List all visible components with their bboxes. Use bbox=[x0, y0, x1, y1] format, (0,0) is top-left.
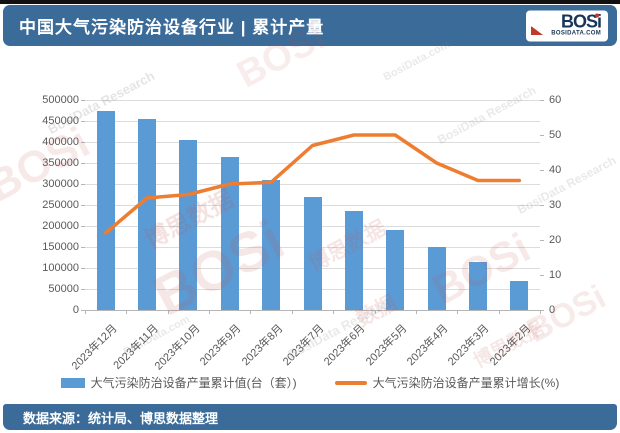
left-axis-tick bbox=[81, 268, 85, 269]
left-axis-tick bbox=[81, 289, 85, 290]
right-axis-label: 30 bbox=[549, 199, 562, 211]
legend-item-line: 大气污染防治设备产量累计增长(%) bbox=[334, 374, 560, 391]
left-axis-label: 0 bbox=[72, 304, 79, 316]
right-axis-tick bbox=[540, 135, 544, 136]
left-axis-label: 50000 bbox=[48, 283, 79, 295]
gridline bbox=[85, 163, 540, 164]
x-axis-category-text: 2023年2月 bbox=[487, 322, 534, 369]
left-axis-tick bbox=[81, 310, 85, 311]
left-axis-label: 150000 bbox=[42, 241, 79, 253]
legend-label-bars: 大气污染防治设备产量累计值(台（套）) bbox=[90, 376, 297, 390]
right-axis-label: 60 bbox=[549, 94, 562, 106]
bar bbox=[262, 179, 281, 310]
x-axis-tick bbox=[250, 310, 252, 314]
x-axis-tick bbox=[167, 310, 169, 314]
left-axis-label: 500000 bbox=[42, 94, 79, 106]
left-axis-tick bbox=[81, 121, 85, 122]
x-axis-tick bbox=[85, 310, 86, 314]
left-axis-label: 450000 bbox=[42, 115, 79, 127]
right-axis-label: 20 bbox=[549, 234, 562, 246]
x-axis-category-text: 2023年7月 bbox=[280, 322, 327, 369]
gridline bbox=[85, 142, 540, 143]
legend: 大气污染防治设备产量累计值(台（套）) 大气污染防治设备产量累计增长(%) bbox=[0, 374, 620, 391]
x-axis-tick bbox=[209, 310, 211, 314]
left-axis-tick bbox=[81, 184, 85, 185]
right-axis-tick bbox=[540, 275, 544, 276]
right-axis-tick bbox=[540, 310, 544, 311]
legend-item-bars: 大气污染防治设备产量累计值(台（套）) bbox=[60, 374, 297, 391]
bar bbox=[303, 196, 322, 310]
x-axis-tick bbox=[126, 310, 128, 314]
logo-domain: BOSIDATA.COM bbox=[551, 30, 601, 37]
left-axis-label: 300000 bbox=[42, 178, 79, 190]
bar bbox=[179, 139, 198, 310]
right-axis-tick bbox=[540, 170, 544, 171]
right-axis-label: 10 bbox=[549, 269, 562, 281]
growth-line-layer bbox=[103, 133, 522, 235]
left-axis-label: 100000 bbox=[42, 262, 79, 274]
page-title: 中国大气污染防治设备行业 | 累计产量 bbox=[19, 18, 325, 37]
legend-label-line: 大气污染防治设备产量累计增长(%) bbox=[372, 376, 560, 390]
right-axis-label: 50 bbox=[549, 129, 562, 141]
footer-bar: 数据来源：统计局、博思数据整理 bbox=[3, 404, 617, 430]
x-axis-line bbox=[85, 310, 540, 311]
bar bbox=[96, 110, 115, 310]
bar bbox=[386, 230, 405, 310]
right-axis-label: 0 bbox=[549, 304, 556, 316]
logo-wordmark: BOSi bbox=[560, 11, 602, 32]
bar bbox=[468, 261, 487, 310]
x-axis-tick bbox=[291, 310, 293, 314]
growth-line bbox=[103, 133, 522, 235]
x-axis-tick bbox=[333, 310, 335, 314]
x-axis-tick bbox=[498, 310, 500, 314]
left-axis-label: 200000 bbox=[42, 220, 79, 232]
chart-area: 500000 450000 400000 350000 300000 250000 2000… bbox=[0, 50, 620, 395]
bar bbox=[510, 280, 529, 310]
x-axis-category-text: 2023年4月 bbox=[404, 322, 451, 369]
x-axis-category-text: 2023年9月 bbox=[198, 322, 244, 369]
x-axis-tick bbox=[457, 310, 459, 314]
left-axis-tick bbox=[81, 163, 85, 164]
top-strip bbox=[0, 0, 620, 4]
left-axis-tick bbox=[81, 226, 85, 227]
x-axis-tick bbox=[415, 310, 417, 314]
x-axis-category-text: 2023年3月 bbox=[446, 322, 492, 369]
gridline bbox=[85, 121, 540, 122]
x-axis-category-text: 2023年6月 bbox=[322, 322, 368, 369]
bar bbox=[138, 118, 157, 310]
bosi-logo: BOSi BOSIDATA.COM bbox=[526, 10, 608, 41]
legend-swatch-bar bbox=[60, 377, 85, 388]
left-axis-label: 250000 bbox=[42, 199, 79, 211]
x-axis-category-text: 2023年5月 bbox=[363, 322, 410, 369]
bar bbox=[344, 211, 363, 310]
left-axis-label: 400000 bbox=[42, 136, 79, 148]
data-source: 数据来源：统计局、博思数据整理 bbox=[23, 410, 219, 426]
header-bar: 中国大气污染防治设备行业 | 累计产量 BOSi BOSIDATA.COM bbox=[3, 5, 617, 46]
left-axis-tick bbox=[81, 142, 85, 143]
left-axis-tick bbox=[81, 205, 85, 206]
x-axis-category-text: 2023年8月 bbox=[239, 322, 286, 369]
right-axis-tick bbox=[540, 100, 544, 101]
logo-flag-icon bbox=[531, 26, 543, 35]
x-axis-tick bbox=[540, 310, 541, 314]
right-axis-tick bbox=[540, 240, 544, 241]
gridline bbox=[85, 184, 540, 185]
gridline bbox=[85, 100, 540, 101]
bar bbox=[427, 247, 446, 310]
right-axis-tick bbox=[540, 205, 544, 206]
left-axis-tick bbox=[81, 100, 85, 101]
legend-swatch-line bbox=[334, 380, 367, 385]
bar bbox=[220, 156, 239, 310]
left-axis-tick bbox=[81, 247, 85, 248]
right-axis-label: 40 bbox=[549, 164, 562, 176]
left-axis-label: 350000 bbox=[42, 157, 79, 169]
x-axis-tick bbox=[374, 310, 376, 314]
